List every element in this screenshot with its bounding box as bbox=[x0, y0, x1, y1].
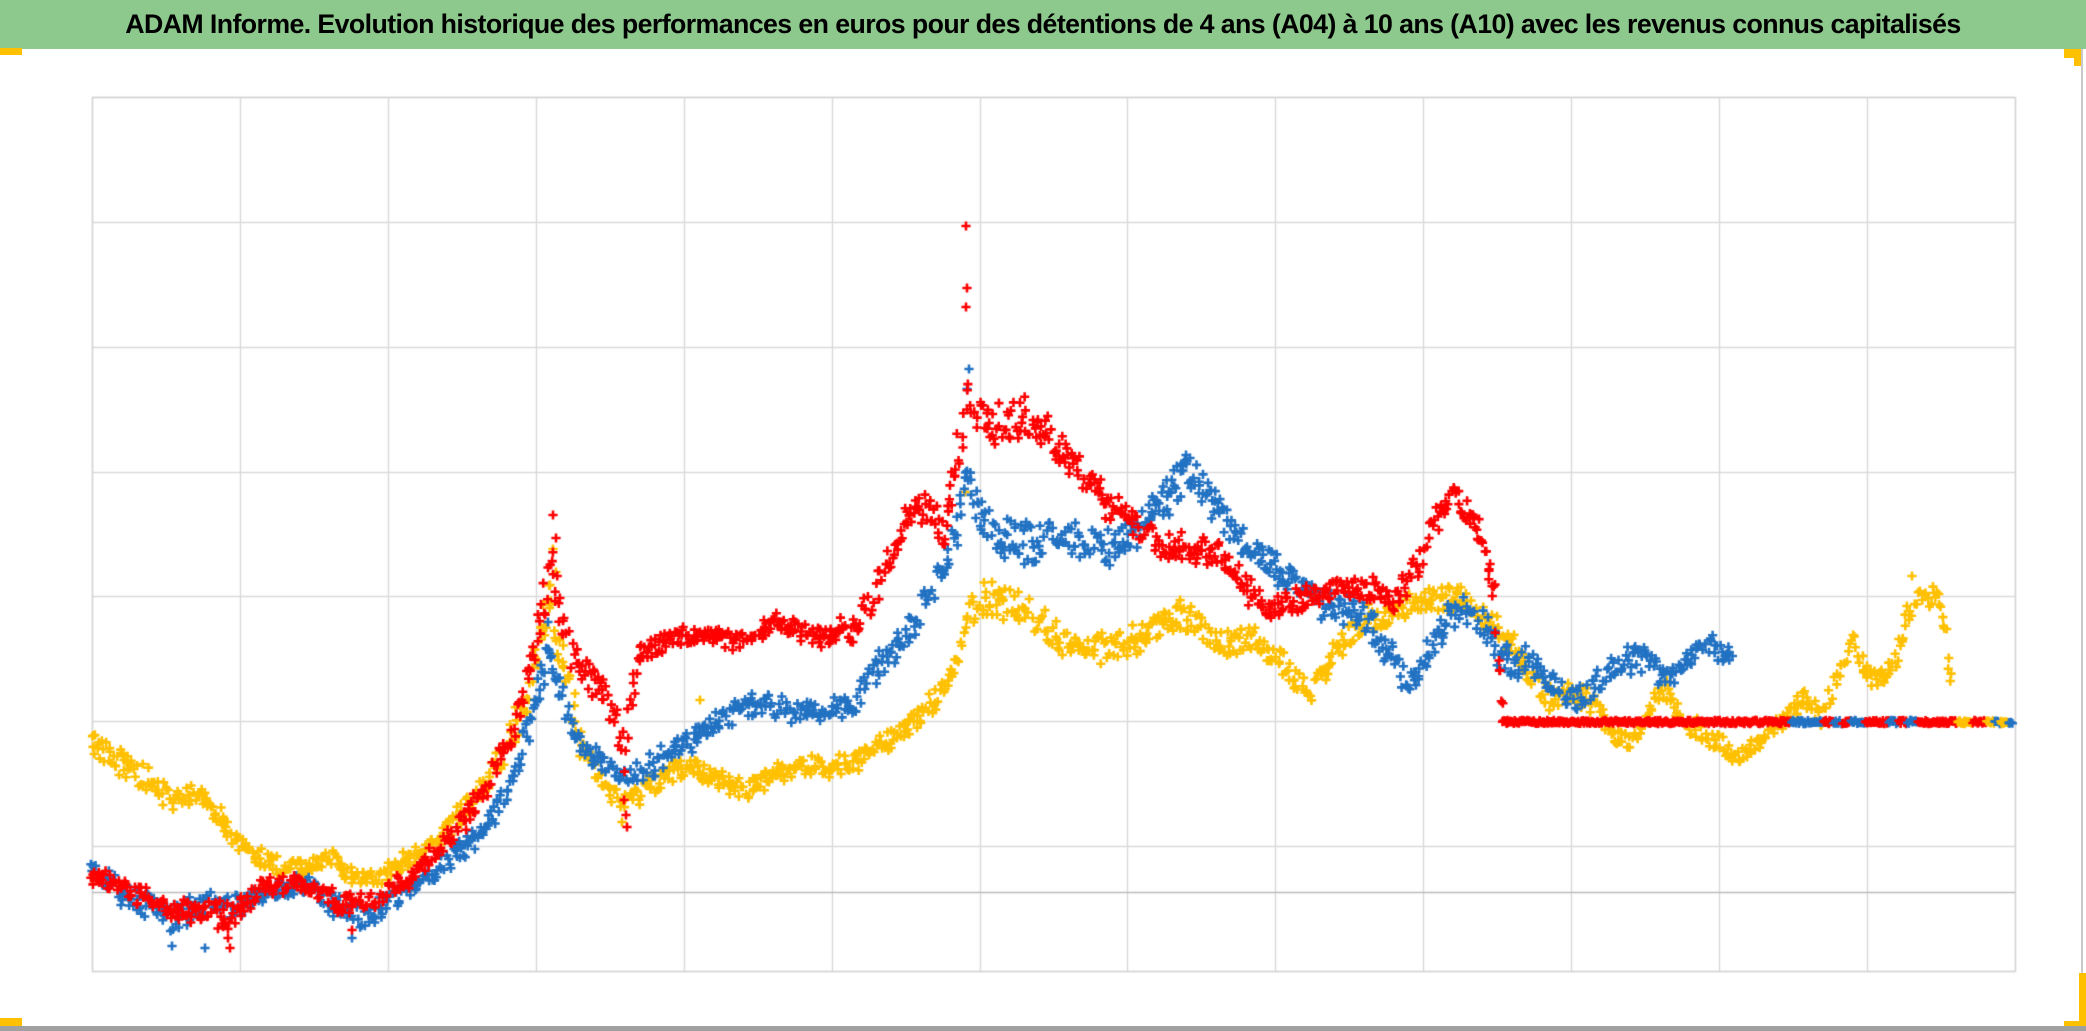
corner-accent-bar bbox=[2074, 58, 2083, 66]
corner-accent-bottom-left bbox=[0, 1018, 22, 1029]
corner-accent-bar bbox=[2064, 49, 2083, 58]
corner-accent-top-left bbox=[0, 48, 22, 55]
page-title: ADAM Informe. Evolution historique des p… bbox=[125, 9, 1961, 39]
header-bar: ADAM Informe. Evolution historique des p… bbox=[0, 0, 2086, 49]
corner-accent-bar bbox=[2079, 973, 2086, 1022]
page-right-border bbox=[2081, 49, 2083, 973]
bottom-rule bbox=[0, 1026, 2086, 1031]
